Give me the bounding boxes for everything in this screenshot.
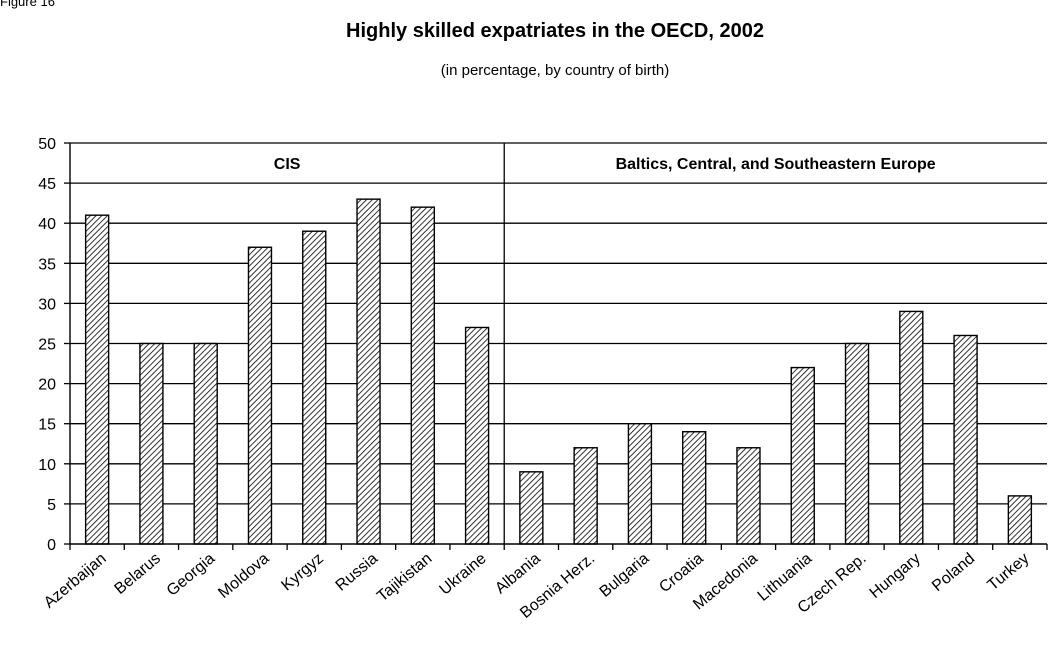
x-tick-label: Albania bbox=[492, 550, 544, 597]
y-tick-label: 30 bbox=[38, 296, 56, 313]
y-tick-label: 5 bbox=[47, 497, 56, 514]
x-tick-label: Azerbaijan bbox=[41, 550, 110, 612]
bar bbox=[790, 366, 815, 545]
bar bbox=[356, 198, 381, 545]
x-tick-label: Croatia bbox=[656, 550, 707, 596]
bar bbox=[193, 342, 218, 545]
bar bbox=[139, 342, 164, 545]
y-tick-label: 15 bbox=[38, 417, 56, 434]
y-tick-label: 20 bbox=[38, 377, 56, 394]
y-tick-label: 10 bbox=[38, 457, 56, 474]
bar bbox=[247, 246, 273, 545]
x-tick-label: Belarus bbox=[112, 550, 164, 598]
bar bbox=[627, 423, 653, 545]
bar bbox=[410, 206, 436, 545]
bar bbox=[302, 230, 327, 545]
y-tick-label: 35 bbox=[38, 256, 56, 273]
x-tick-label: Tajikistan bbox=[374, 550, 435, 605]
bar bbox=[736, 447, 761, 545]
figure-label: Figure 16 bbox=[0, 0, 55, 9]
y-tick-label: 25 bbox=[38, 337, 56, 354]
x-tick-label: Moldova bbox=[215, 550, 272, 602]
group-label: CIS bbox=[274, 156, 301, 173]
x-tick-label: Turkey bbox=[984, 550, 1032, 594]
y-tick-label: 0 bbox=[47, 537, 56, 554]
bar bbox=[1007, 495, 1033, 545]
labels: 0 5 10 15 20 25 30 35 40 45 50 Azerbaijan Belarus Geo… bbox=[38, 136, 1032, 622]
gridlines bbox=[70, 142, 1047, 505]
x-tick-label: Kyrgyz bbox=[278, 550, 326, 594]
bar bbox=[519, 471, 544, 545]
y-tick-label: 40 bbox=[38, 216, 56, 233]
bar bbox=[573, 447, 598, 545]
x-tick-label: Russia bbox=[333, 550, 381, 595]
y-tick-label: 45 bbox=[38, 176, 56, 193]
group-label: Baltics, Central, and Southeastern Europ… bbox=[616, 156, 936, 173]
bar bbox=[844, 342, 870, 545]
axes bbox=[64, 142, 1048, 550]
bars bbox=[84, 198, 1033, 545]
bar bbox=[84, 214, 110, 545]
x-tick-label: Hungary bbox=[867, 550, 924, 602]
bar bbox=[899, 310, 924, 545]
bar bbox=[953, 334, 978, 545]
x-tick-label: Bulgaria bbox=[597, 550, 653, 601]
chart-subtitle: (in percentage, by country of birth) bbox=[440, 62, 670, 79]
y-tick-label: 50 bbox=[38, 136, 56, 153]
x-tick-label: Poland bbox=[929, 550, 978, 595]
bar bbox=[681, 431, 707, 545]
x-tick-label: Georgia bbox=[164, 550, 219, 600]
chart-title: Highly skilled expatriates in the OECD, … bbox=[346, 20, 764, 42]
bar bbox=[464, 326, 490, 545]
x-tick-label: Ukraine bbox=[436, 550, 489, 599]
